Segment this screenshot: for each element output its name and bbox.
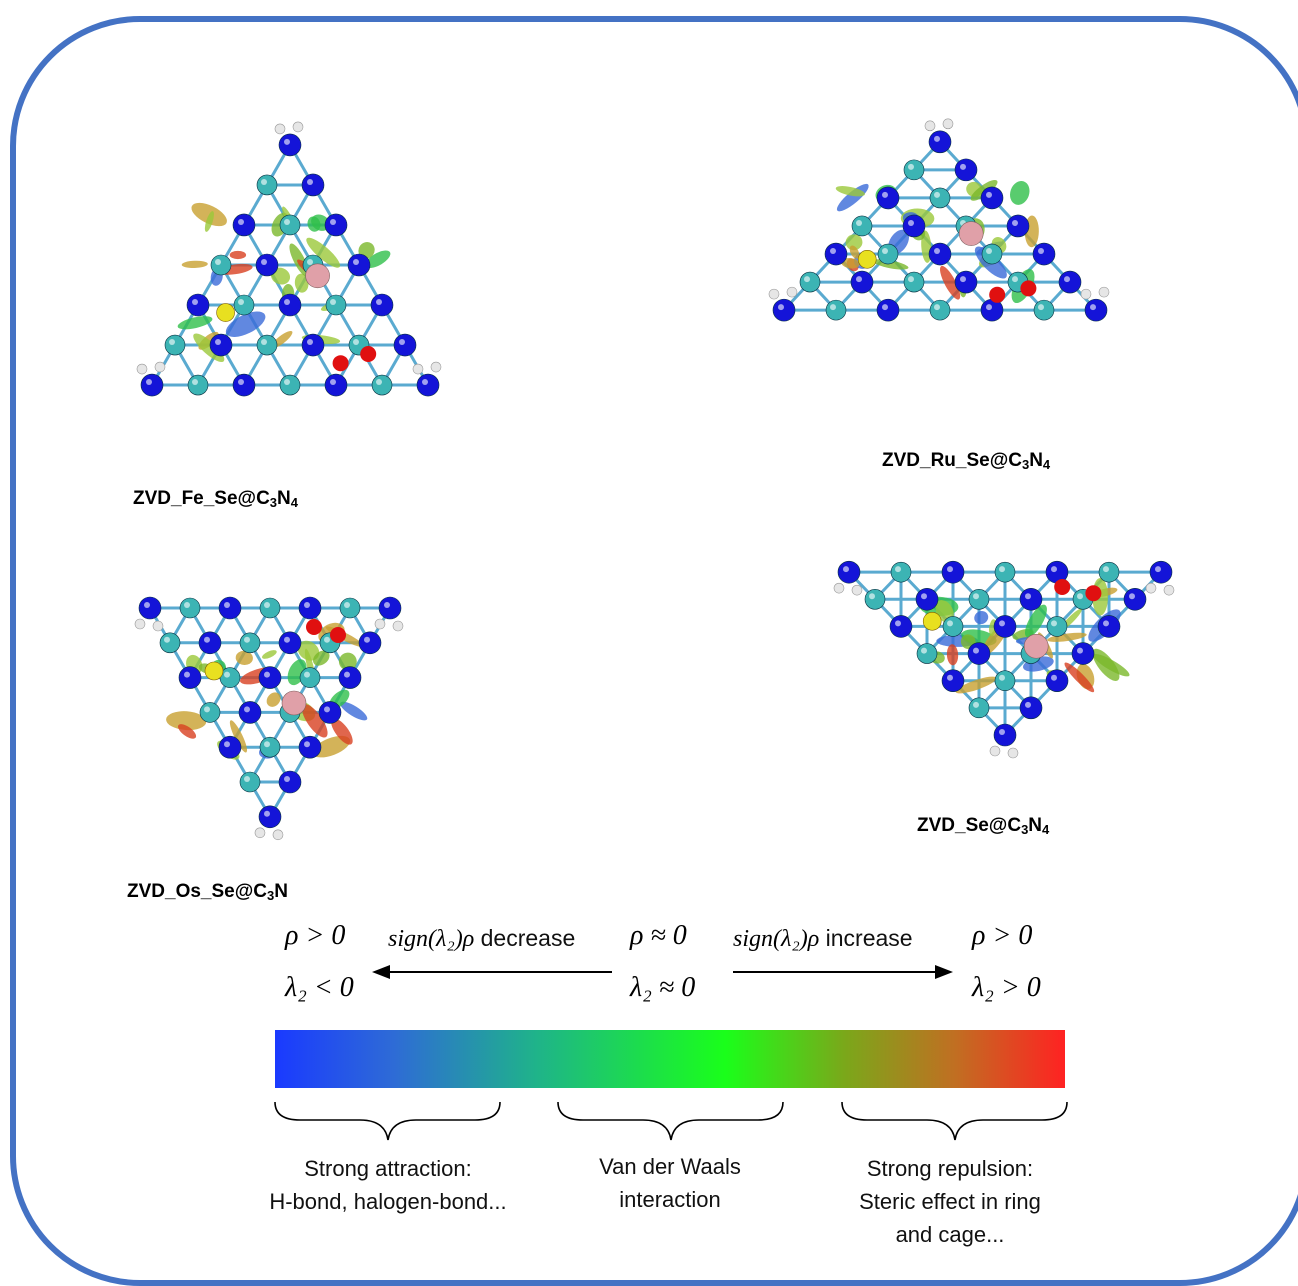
legend-left-top: ρ > 0 <box>285 920 346 951</box>
label-os: ZVD_Os_Se@C3N <box>127 881 288 903</box>
region-vdw-line1: Van der Waals <box>599 1154 741 1179</box>
molecule-fe-render <box>136 121 442 397</box>
region-attraction-line2: H-bond, halogen-bond... <box>269 1189 507 1214</box>
region-repulsion: Strong repulsion: Steric effect in ring … <box>790 1152 1110 1251</box>
label-os-main: ZVD_Os_Se@C <box>127 881 267 902</box>
label-ru-sub1: 3 <box>1021 457 1030 472</box>
legend-mid-bottom: λ₂ ≈ 0 <box>630 972 696 1003</box>
legend-mid-top: ρ ≈ 0 <box>630 920 687 951</box>
label-fe-mid: N <box>277 488 291 509</box>
label-se-main: ZVD_Se@C <box>917 815 1022 836</box>
label-se: ZVD_Se@C3N4 <box>917 815 1049 837</box>
label-ru-main: ZVD_Ru_Se@C <box>882 450 1022 471</box>
legend-left-bottom: λ₂ < 0 <box>285 972 354 1003</box>
right-arrow <box>733 965 953 979</box>
decrease-word: decrease <box>480 925 576 951</box>
region-attraction: Strong attraction: H-bond, halogen-bond.… <box>228 1152 548 1218</box>
atoms <box>134 596 404 841</box>
increase-expr: sign(λ₂)ρ <box>733 926 820 952</box>
decrease-expr: sign(λ₂)ρ <box>388 926 475 952</box>
decrease-caption: sign(λ₂)ρ decrease <box>388 925 575 953</box>
molecule-fe-panel <box>20 60 540 480</box>
region-repulsion-line2: Steric effect in ring <box>859 1189 1041 1214</box>
region-repulsion-line3: and cage... <box>895 1222 1005 1247</box>
brace-middle <box>557 1101 784 1141</box>
region-vdw: Van der Waals interaction <box>510 1150 830 1216</box>
increase-word: increase <box>825 925 913 951</box>
molecule-ru-render <box>768 118 1110 322</box>
label-ru-mid: N <box>1029 450 1043 471</box>
brace-right <box>841 1101 1068 1141</box>
brace-left <box>274 1101 501 1141</box>
molecule-os-render <box>134 596 404 841</box>
region-vdw-line2: interaction <box>619 1187 721 1212</box>
label-se-sub2: 4 <box>1042 822 1050 837</box>
label-fe-sub1: 3 <box>269 495 278 510</box>
label-fe-sub2: 4 <box>290 495 298 510</box>
label-se-sub1: 3 <box>1021 822 1029 837</box>
label-os-mid: N <box>274 881 288 902</box>
legend-right-bottom: λ₂ > 0 <box>972 972 1041 1003</box>
region-attraction-line1: Strong attraction: <box>304 1156 472 1181</box>
label-os-sub1: 3 <box>266 888 275 903</box>
atoms <box>136 121 442 397</box>
label-ru: ZVD_Ru_Se@C3N4 <box>882 450 1050 472</box>
label-ru-sub2: 4 <box>1042 457 1051 472</box>
region-repulsion-line1: Strong repulsion: <box>866 1156 1034 1181</box>
label-fe: ZVD_Fe_Se@C3N4 <box>133 488 298 510</box>
molecule-se-panel <box>755 480 1295 800</box>
label-fe-main: ZVD_Fe_Se@C <box>133 488 270 509</box>
increase-caption: sign(λ₂)ρ increase <box>733 925 913 953</box>
molecule-se-render <box>833 560 1175 759</box>
legend-right-top: ρ > 0 <box>972 920 1033 951</box>
atoms <box>768 118 1110 322</box>
label-se-mid: N <box>1028 815 1043 836</box>
rdg-colorbar <box>275 1030 1065 1088</box>
molecule-os-panel <box>40 535 500 865</box>
left-arrow <box>372 965 612 979</box>
molecule-ru-panel <box>700 80 1220 420</box>
atoms <box>833 560 1175 759</box>
